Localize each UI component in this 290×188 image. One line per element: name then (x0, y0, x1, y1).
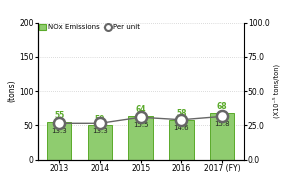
Bar (210, 113, 234, 160)
Text: 15.8: 15.8 (214, 121, 230, 127)
Legend: NOx Emissions, Per unit: NOx Emissions, Per unit (38, 23, 142, 32)
Text: 13.3: 13.3 (92, 128, 108, 134)
Bar (169, 120, 193, 160)
Text: 58: 58 (176, 109, 186, 118)
Text: 15.5: 15.5 (133, 122, 148, 128)
Bar (88, 126, 112, 160)
Text: 13.3: 13.3 (51, 128, 67, 134)
Text: 68: 68 (217, 102, 227, 111)
Bar (47, 122, 71, 160)
Y-axis label: (X10⁻⁵ tons/ton): (X10⁻⁵ tons/ton) (272, 64, 280, 118)
Text: 14.6: 14.6 (173, 124, 189, 130)
Y-axis label: (tons): (tons) (7, 80, 16, 102)
Text: 64: 64 (135, 105, 146, 114)
Text: 50: 50 (95, 115, 105, 124)
Bar (128, 116, 153, 160)
Text: 55: 55 (54, 111, 64, 120)
